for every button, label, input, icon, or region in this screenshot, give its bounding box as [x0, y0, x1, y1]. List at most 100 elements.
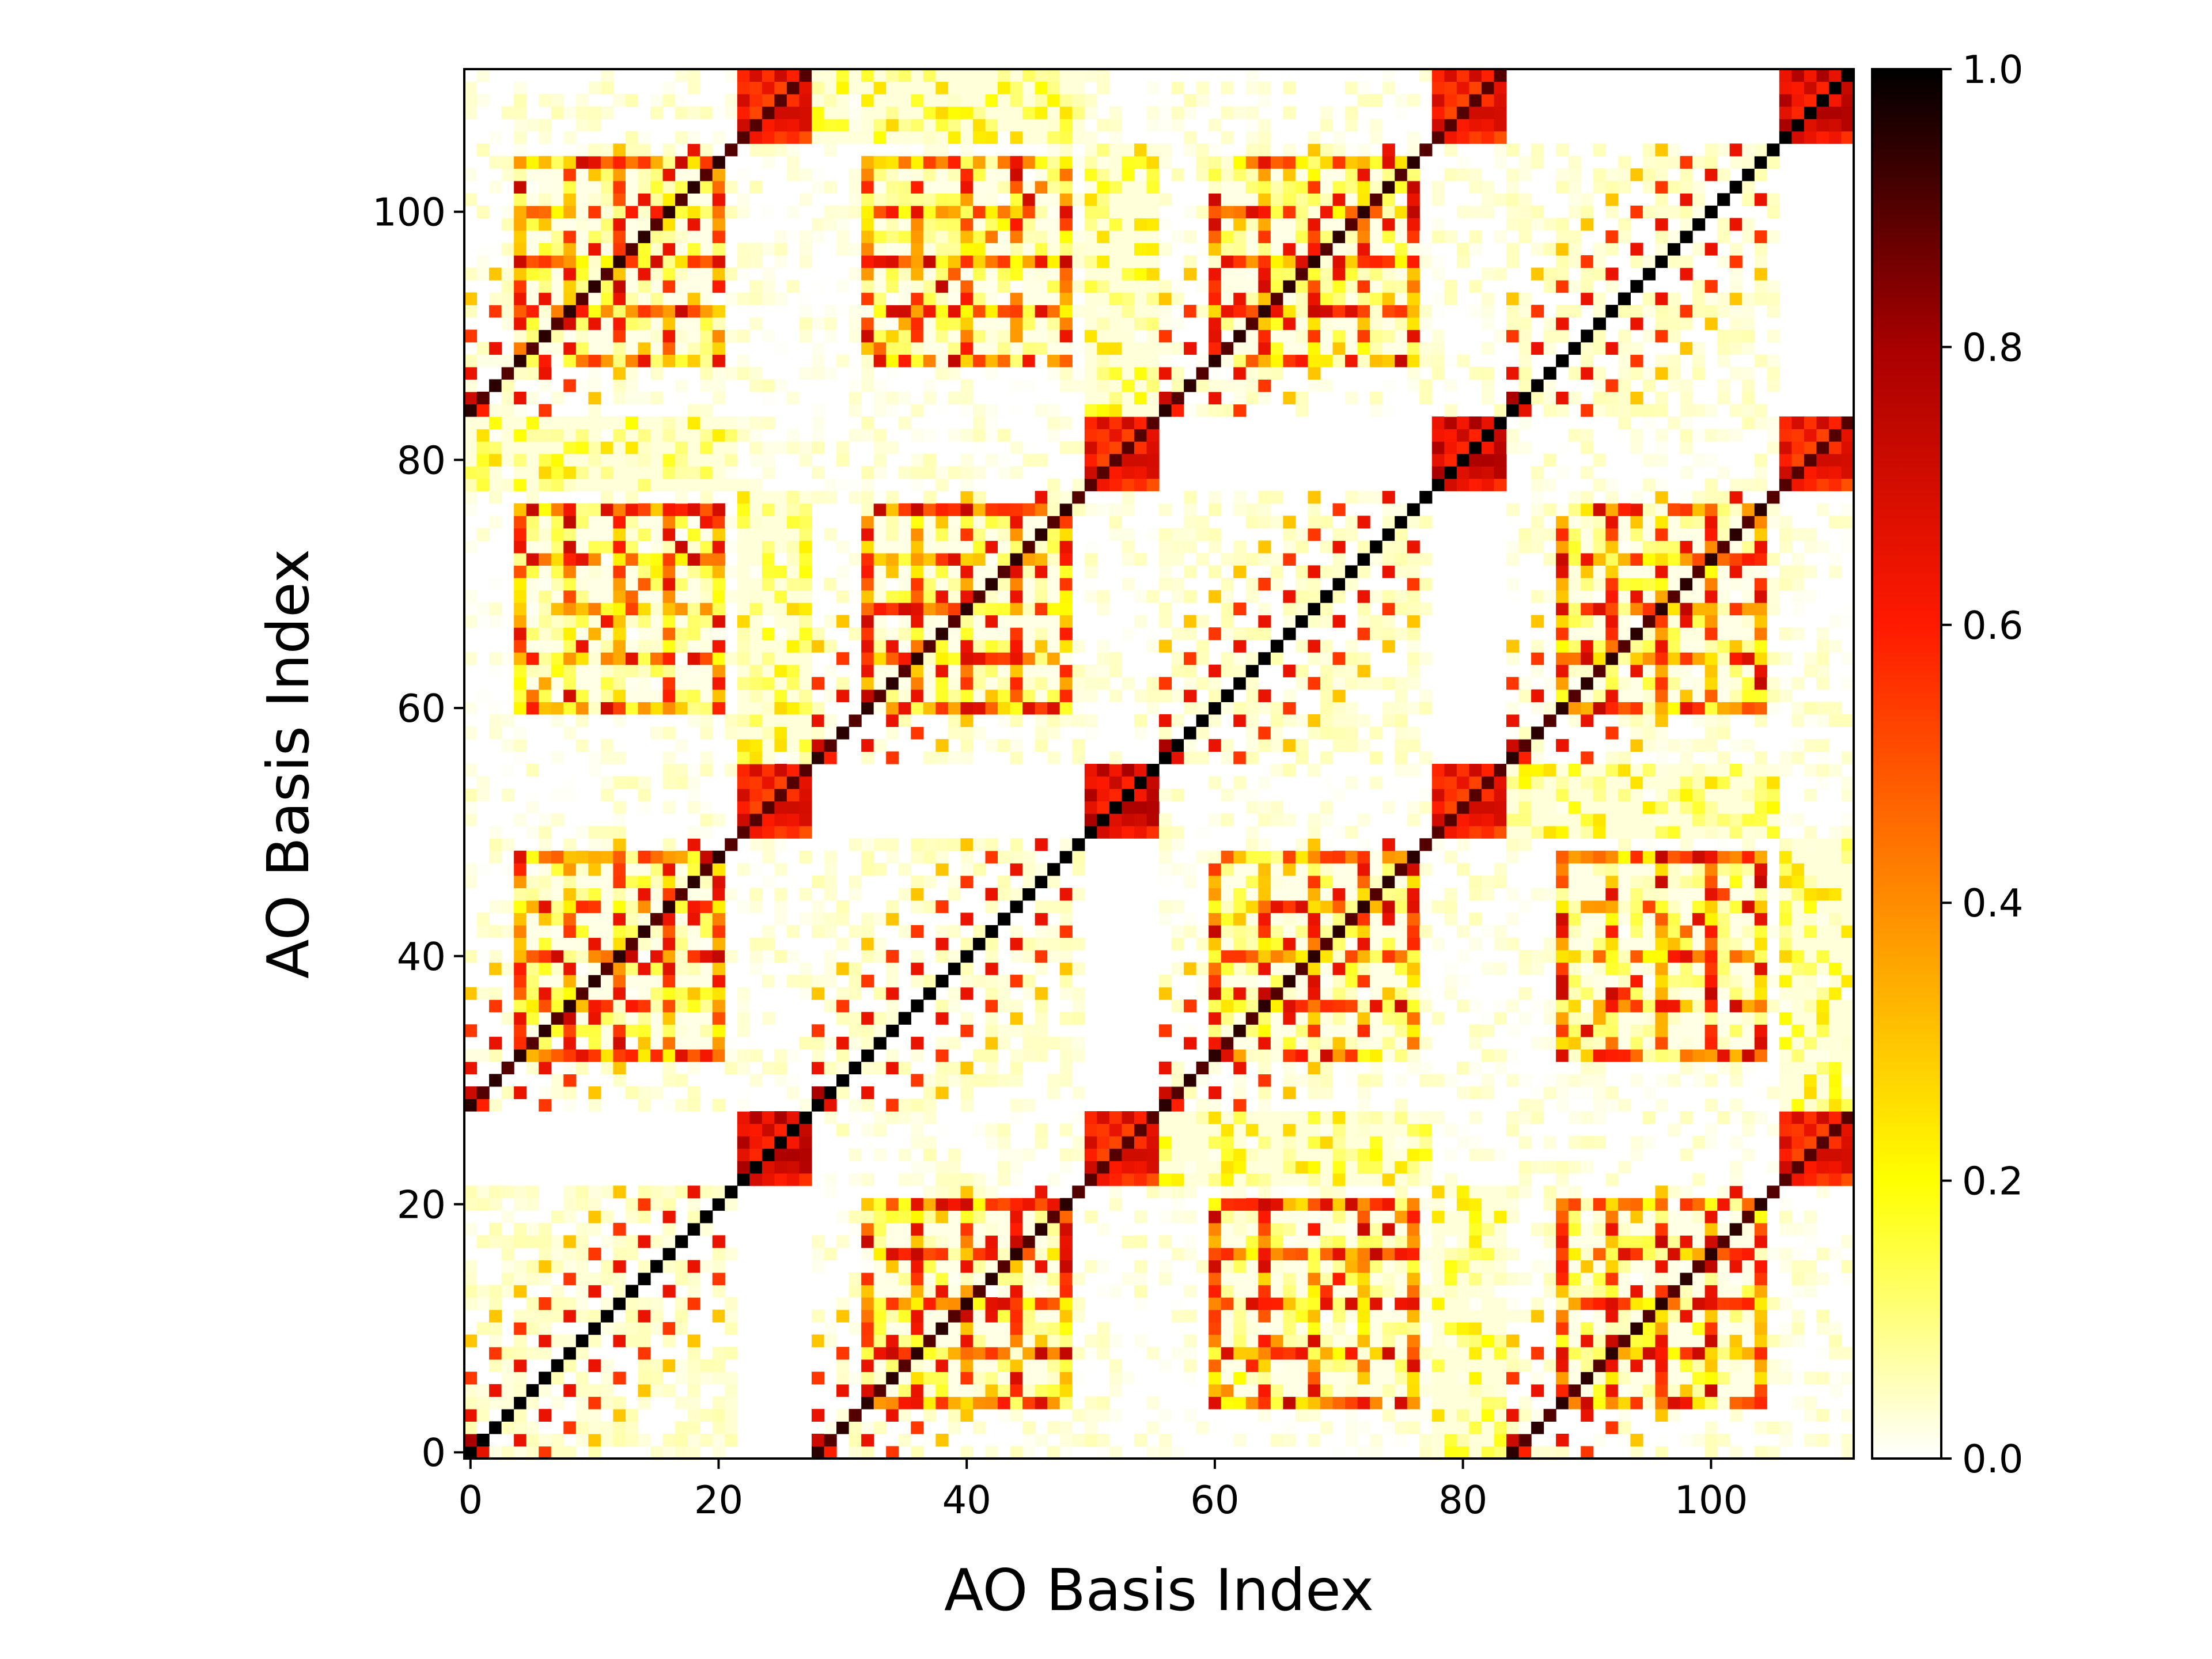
heatmap-cell — [625, 615, 639, 628]
heatmap-cell — [1630, 1359, 1643, 1372]
heatmap-cell — [1382, 1198, 1395, 1211]
heatmap-cell — [911, 1247, 924, 1261]
heatmap-cell — [539, 875, 552, 888]
heatmap-cell — [625, 987, 639, 1000]
heatmap-cell — [1742, 937, 1755, 950]
heatmap-cell — [849, 1285, 862, 1298]
heatmap-cell — [1258, 1247, 1271, 1261]
heatmap-cell — [786, 677, 800, 690]
heatmap-cell — [1568, 1297, 1581, 1310]
heatmap-cell — [1705, 1012, 1718, 1025]
heatmap-cell — [1804, 987, 1817, 1000]
heatmap-cell — [1742, 1111, 1755, 1124]
heatmap-cell — [1035, 1024, 1048, 1037]
heatmap-cell — [700, 1433, 713, 1447]
heatmap-cell — [1146, 1446, 1160, 1459]
heatmap-cell — [1481, 1272, 1495, 1286]
heatmap-cell — [1221, 1111, 1234, 1124]
heatmap-cell — [873, 1061, 887, 1074]
heatmap-cell — [1022, 1235, 1036, 1248]
heatmap-cell — [898, 1384, 911, 1397]
heatmap-cell — [1494, 1210, 1507, 1224]
heatmap-cell — [1605, 962, 1619, 975]
heatmap-cell — [998, 714, 1011, 727]
heatmap-cell — [1059, 925, 1073, 938]
heatmap-cell — [575, 850, 589, 863]
heatmap-cell — [1258, 627, 1271, 641]
heatmap-cell — [1171, 1136, 1184, 1149]
heatmap-cell — [625, 1235, 639, 1248]
heatmap-cell — [861, 1285, 874, 1298]
heatmap-cell — [799, 987, 812, 1000]
heatmap-cell — [1431, 1347, 1445, 1360]
heatmap-cell — [749, 1161, 763, 1174]
heatmap-cell — [1754, 1222, 1767, 1236]
heatmap-cell — [1581, 1359, 1594, 1372]
heatmap-cell — [650, 850, 664, 863]
heatmap-cell — [1655, 912, 1668, 926]
heatmap-cell — [1370, 1074, 1383, 1087]
heatmap-cell — [1283, 1260, 1296, 1273]
heatmap-cell — [1618, 1049, 1631, 1062]
heatmap-cell — [514, 652, 527, 665]
heatmap-cell — [1828, 1111, 1842, 1124]
heatmap-cell — [1022, 627, 1036, 641]
heatmap-cell — [588, 590, 601, 603]
heatmap-cell — [1059, 1235, 1073, 1248]
heatmap-cell — [1581, 615, 1594, 628]
heatmap-cell — [1469, 1446, 1482, 1459]
heatmap-cell — [749, 838, 763, 851]
heatmap-cell — [972, 664, 986, 677]
heatmap-cell — [1171, 962, 1184, 975]
heatmap-cell — [1010, 726, 1023, 740]
heatmap-cell — [539, 999, 552, 1013]
heatmap-cell — [1345, 863, 1358, 876]
heatmap-cell — [725, 714, 738, 727]
heatmap-cell — [886, 1024, 899, 1037]
heatmap-cell — [1245, 987, 1259, 1000]
heatmap-cell — [1667, 1260, 1681, 1273]
heatmap-cell — [824, 925, 837, 938]
heatmap-cell — [762, 1136, 775, 1149]
heatmap-cell — [1667, 652, 1681, 665]
heatmap-cell — [1581, 1036, 1594, 1050]
heatmap-cell — [1581, 1322, 1594, 1335]
heatmap-cell — [923, 1148, 936, 1161]
heatmap-cell — [898, 1372, 911, 1385]
heatmap-cell — [1270, 925, 1283, 938]
heatmap-cell — [1680, 1024, 1693, 1037]
heatmap-cell — [1506, 1198, 1520, 1211]
heatmap-cell — [600, 950, 614, 963]
heatmap-cell — [1456, 1408, 1469, 1422]
heatmap-cell — [1828, 925, 1842, 938]
heatmap-cell — [799, 1099, 812, 1112]
heatmap-cell — [1382, 1408, 1395, 1422]
heatmap-cell — [836, 1210, 850, 1224]
heatmap-cell — [613, 813, 626, 827]
heatmap-cell — [774, 627, 787, 641]
heatmap-cell — [1295, 1408, 1309, 1422]
heatmap-cell — [1221, 652, 1234, 665]
heatmap-cell — [1729, 850, 1743, 863]
heatmap-cell — [662, 615, 676, 628]
heatmap-cell — [1556, 900, 1569, 914]
heatmap-cell — [1184, 1334, 1197, 1347]
heatmap-cell — [1481, 1012, 1495, 1025]
heatmap-cell — [1245, 900, 1259, 914]
heatmap-cell — [824, 1061, 837, 1074]
heatmap-cell — [575, 962, 589, 975]
heatmap-cell — [1022, 615, 1036, 628]
heatmap-cell — [1729, 615, 1743, 628]
heatmap-cell — [1245, 1334, 1259, 1347]
heatmap-cell — [687, 888, 700, 901]
heatmap-cell — [911, 1222, 924, 1236]
heatmap-cell — [539, 1347, 552, 1360]
heatmap-cell — [1543, 1334, 1556, 1347]
heatmap-cell — [1258, 925, 1271, 938]
heatmap-cell — [1059, 838, 1073, 851]
heatmap-cell — [1630, 1433, 1643, 1447]
heatmap-cell — [1382, 1322, 1395, 1335]
heatmap-cell — [575, 652, 589, 665]
heatmap-cell — [1295, 1384, 1309, 1397]
heatmap-cell — [638, 912, 651, 926]
